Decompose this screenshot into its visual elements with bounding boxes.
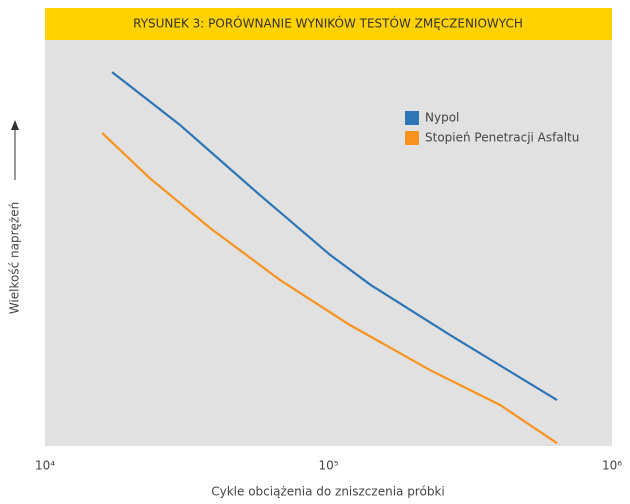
x-axis-label: Cykle obciążenia do zniszczenia próbki (211, 485, 444, 499)
legend-label: Stopień Penetracji Asfaltu (425, 131, 579, 145)
legend-label: Nypol (425, 111, 459, 125)
x-tick-label: 10⁵ (318, 459, 338, 473)
x-tick-label: 10⁶ (602, 459, 622, 473)
series-line (101, 132, 558, 445)
y-arrow-head (11, 120, 19, 130)
x-tick-label: 10⁴ (35, 459, 55, 473)
plot-area (45, 40, 612, 446)
legend-swatch (405, 111, 419, 125)
chart-title: RYSUNEK 3: PORÓWNANIE WYNIKÓW TESTÓW ZMĘ… (133, 16, 523, 31)
y-axis-label: Wielkość naprężeń (8, 202, 22, 314)
series-line (111, 71, 558, 402)
title-banner (45, 8, 612, 40)
legend-swatch (405, 131, 419, 145)
